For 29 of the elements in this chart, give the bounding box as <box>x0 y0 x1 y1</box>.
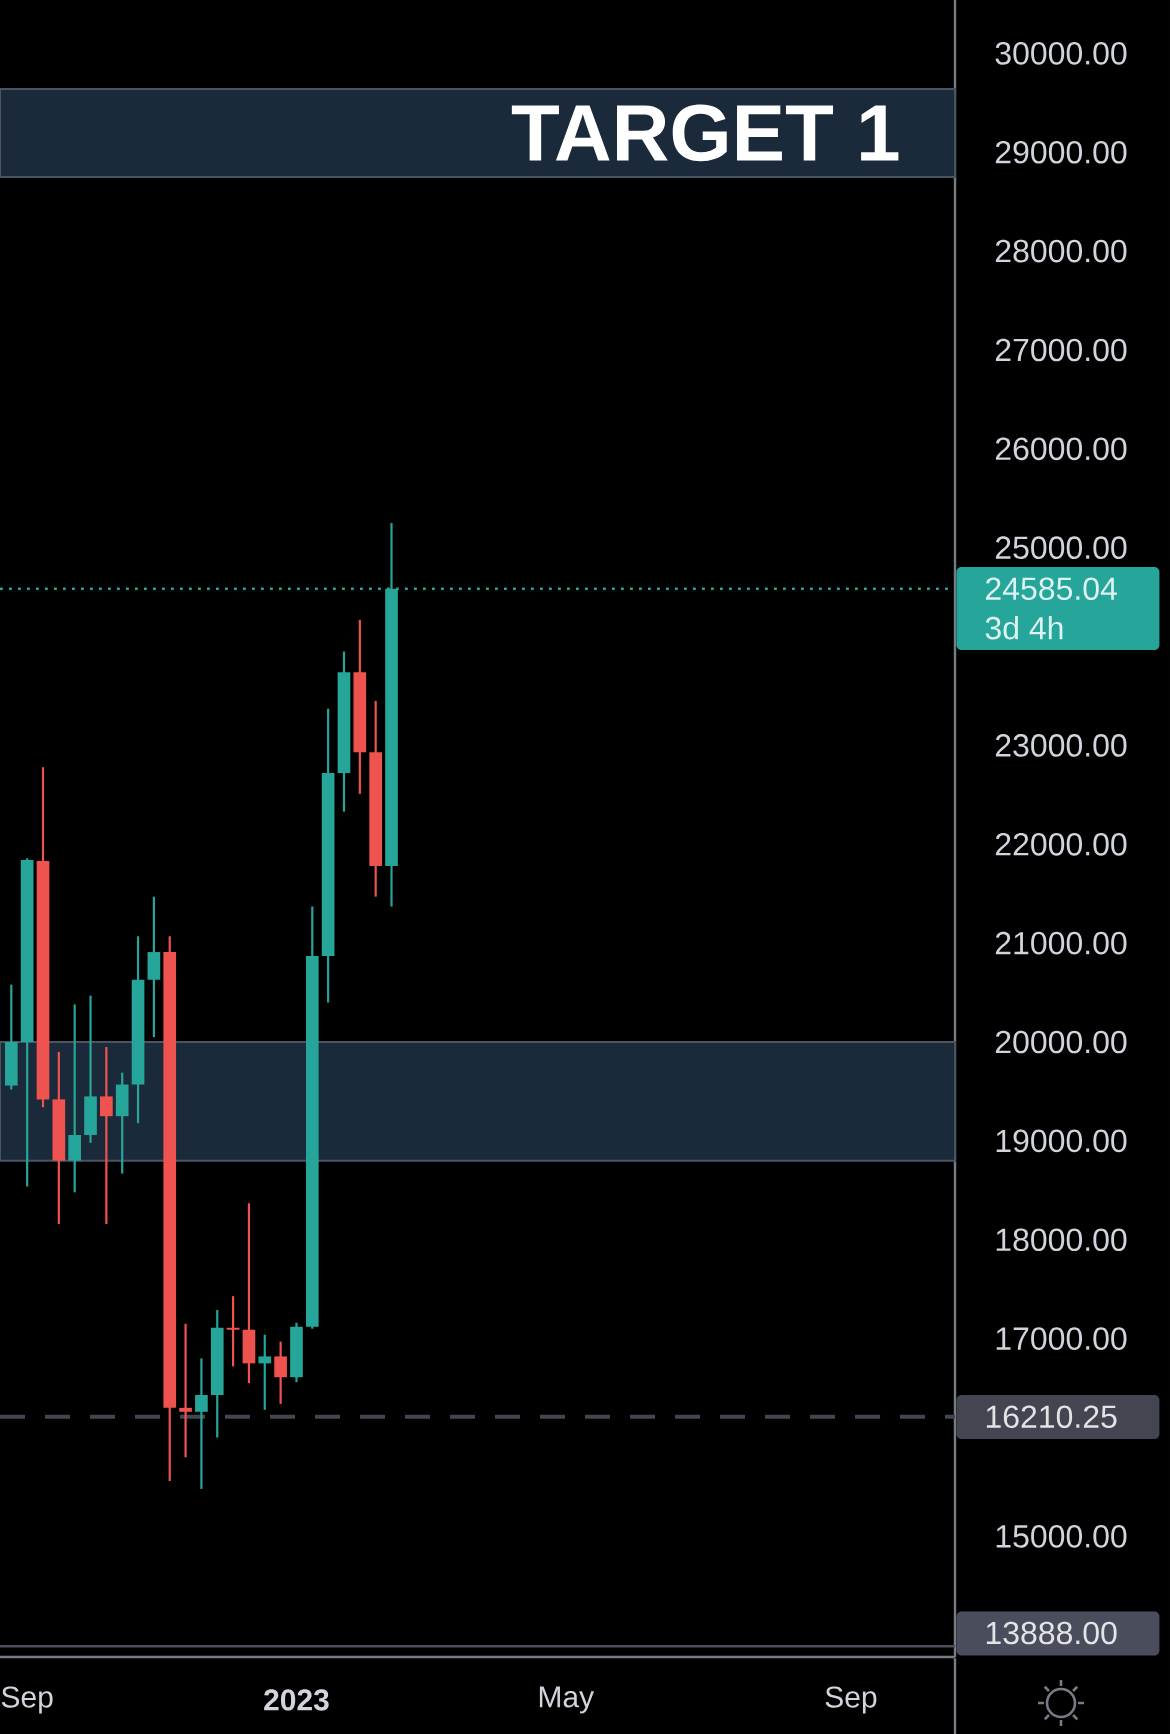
y-tick-label: 25000.00 <box>995 536 1127 560</box>
y-tick-label: 26000.00 <box>995 437 1127 461</box>
candlestick <box>226 1295 240 1368</box>
y-tick-label: 22000.00 <box>995 832 1127 856</box>
y-tick-label: 30000.00 <box>995 42 1127 65</box>
y-tick-label: 29000.00 <box>995 140 1127 164</box>
candlestick <box>274 1340 287 1405</box>
ref-line-label: 16210.25 <box>986 1405 1117 1429</box>
candlestick <box>195 1357 208 1491</box>
band-label: TARGET 1 <box>511 104 899 162</box>
x-tick-label: May <box>539 1686 595 1714</box>
y-tick-label: 21000.00 <box>995 931 1127 955</box>
x-tick-label: 2023 <box>264 1689 329 1711</box>
candlestick <box>179 1322 192 1459</box>
x-tick-label: Sep <box>825 1686 877 1714</box>
y-tick-label: 18000.00 <box>996 1228 1127 1252</box>
y-tick-label: 28000.00 <box>995 239 1127 263</box>
ref-line-label: 13888.00 <box>986 1621 1117 1645</box>
candlestick <box>258 1333 272 1411</box>
candlestick <box>100 1045 113 1226</box>
ref-line-label: 24585.04 <box>986 577 1117 601</box>
y-tick-label: 27000.00 <box>995 338 1127 362</box>
x-tick-label: Sep <box>1 1686 53 1714</box>
y-tick-label: 19000.00 <box>996 1129 1127 1153</box>
y-tick-label: 15000.00 <box>996 1525 1127 1548</box>
y-tick-label: 23000.00 <box>995 734 1127 757</box>
y-tick-label: 17000.00 <box>996 1327 1127 1350</box>
text: 3d 4h <box>985 615 1063 640</box>
y-tick-label: 20000.00 <box>995 1030 1127 1054</box>
